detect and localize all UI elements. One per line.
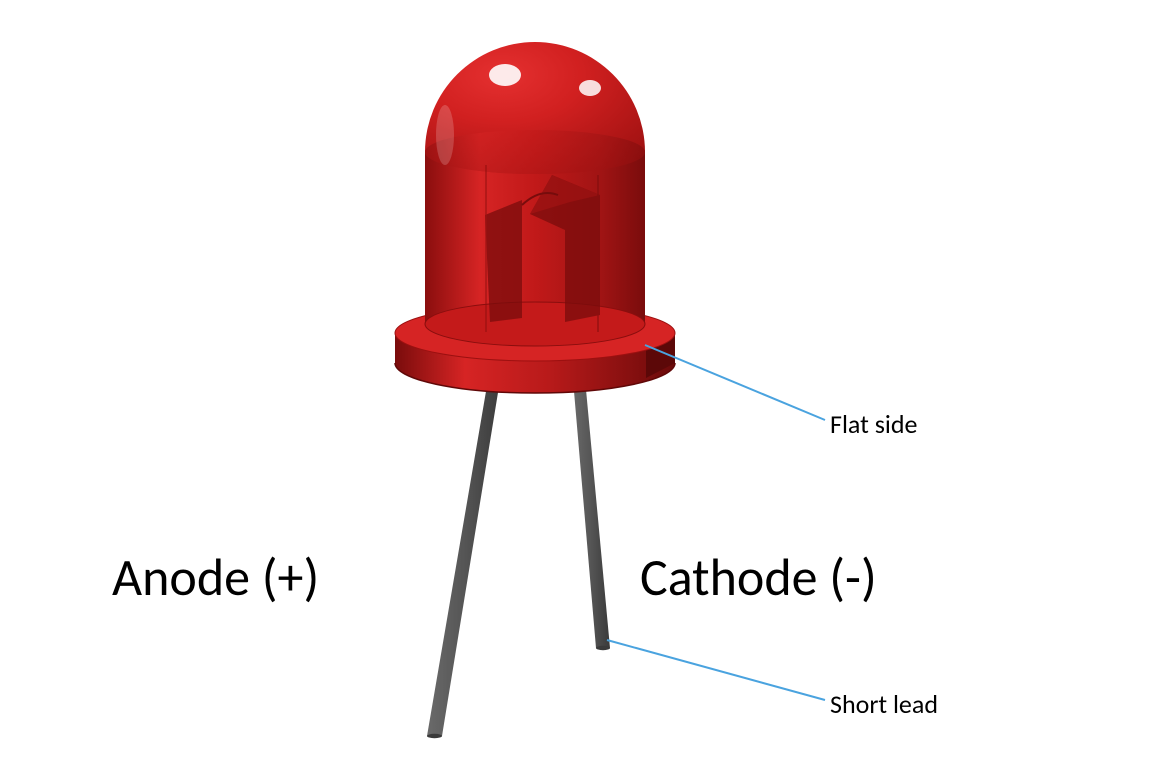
led-dome [425,42,645,174]
cathode-lead [572,368,610,648]
led-illustration [0,0,1152,766]
anode-lead [427,368,502,736]
flat-side-callout [645,345,825,420]
led-diagram: Anode (+) Cathode (-) Flat side Short le… [0,0,1152,766]
flat-side-label: Flat side [830,408,917,440]
leads [427,368,610,738]
short-lead-callout [607,640,825,700]
led-body [425,150,645,346]
callout-lines [607,345,825,700]
short-lead-label: Short lead [830,688,938,720]
cathode-label: Cathode (-) [640,545,877,609]
anode-label: Anode (+) [112,545,319,609]
